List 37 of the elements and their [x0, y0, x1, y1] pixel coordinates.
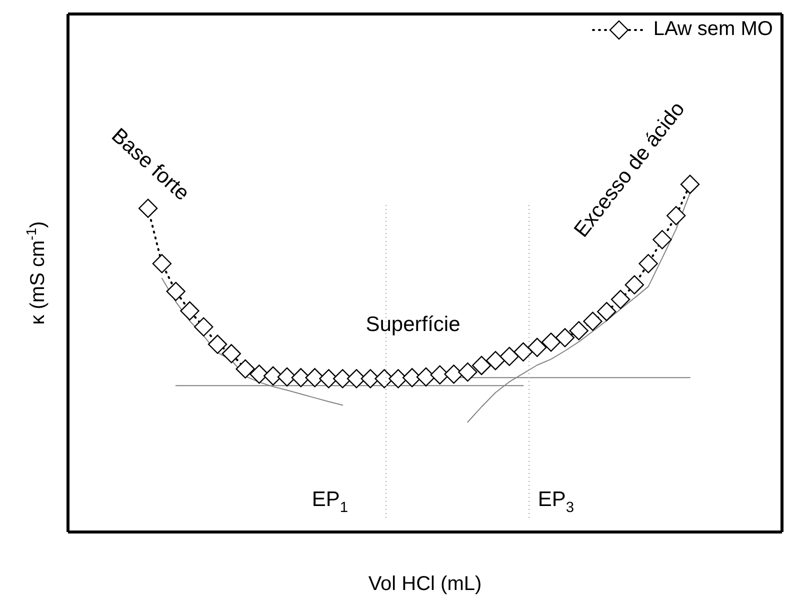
point — [166, 282, 186, 302]
point — [222, 344, 242, 364]
point — [541, 332, 561, 352]
point — [264, 366, 283, 386]
point — [583, 312, 602, 331]
point — [597, 302, 616, 322]
point — [569, 321, 588, 340]
point — [514, 342, 533, 362]
point — [208, 334, 228, 354]
point — [638, 254, 658, 274]
point — [610, 290, 630, 310]
point — [444, 364, 464, 384]
point — [555, 328, 575, 348]
point — [500, 346, 519, 366]
point — [680, 174, 700, 194]
point — [180, 301, 200, 320]
point — [236, 359, 255, 379]
annotation: EP$_{3}$ — [538, 488, 574, 516]
annotation: EP$_{1}$ — [312, 488, 348, 516]
legend-label: LAw sem MO — [653, 18, 773, 41]
point — [250, 364, 269, 384]
x-axis-title: Vol HCl (mL) — [368, 573, 482, 595]
point — [528, 338, 547, 357]
point — [194, 317, 214, 336]
point — [486, 351, 506, 370]
point — [652, 230, 672, 250]
point — [152, 254, 172, 274]
point — [666, 206, 686, 226]
annotation: Superfície — [366, 312, 460, 336]
point — [138, 198, 158, 218]
point — [305, 368, 324, 388]
point — [388, 369, 408, 388]
point — [472, 356, 492, 376]
point — [624, 275, 644, 294]
point — [458, 362, 478, 382]
point — [416, 367, 436, 387]
point — [430, 365, 450, 384]
